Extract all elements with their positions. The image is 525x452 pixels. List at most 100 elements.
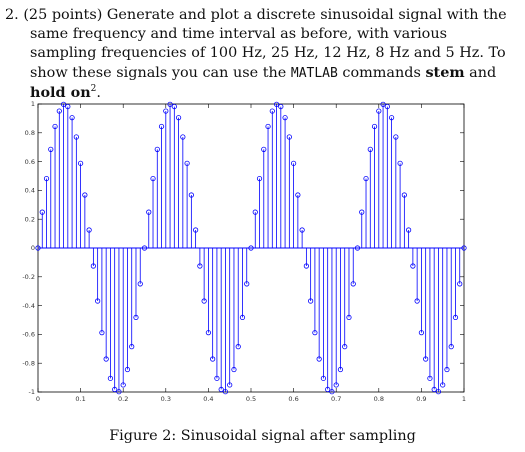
stem-marker — [444, 366, 450, 373]
stem-marker — [214, 375, 220, 381]
figure-caption: Figure 2: Sinusoidal signal after sampli… — [109, 428, 416, 444]
stem-marker — [329, 389, 335, 395]
stem-marker — [141, 245, 148, 251]
stem-marker — [95, 298, 101, 304]
stem-marker — [73, 134, 79, 140]
stem-marker — [427, 375, 433, 381]
stem-marker — [431, 386, 437, 393]
stem-marker — [371, 123, 378, 130]
stem-marker — [320, 375, 327, 381]
x-tick-label: 0.8 — [374, 395, 384, 403]
stem-marker — [452, 314, 459, 321]
x-tick-label: 0.6 — [288, 395, 298, 403]
stem-marker — [337, 366, 344, 373]
stem-marker — [457, 281, 463, 287]
stem-marker — [65, 103, 71, 110]
stem-marker — [406, 227, 412, 233]
stem-marker — [171, 103, 177, 110]
x-tick-label: 1 — [462, 395, 466, 403]
stem-marker — [133, 314, 139, 321]
stem-marker — [158, 123, 165, 130]
stem-marker — [43, 175, 50, 182]
stem-marker — [414, 298, 420, 304]
problem-text-end: . — [96, 85, 101, 101]
stem-marker — [367, 146, 373, 152]
stem-marker — [124, 366, 131, 373]
stem-marker — [154, 146, 160, 152]
stem-marker — [210, 356, 216, 362]
stem-marker — [175, 115, 182, 121]
stem-marker — [316, 356, 322, 362]
stem-marker — [256, 175, 263, 182]
stem-marker — [201, 298, 207, 304]
stem-marker — [116, 389, 122, 395]
stem-marker — [380, 101, 386, 107]
stem-marker — [227, 382, 233, 388]
problem-number: 2. — [5, 7, 19, 23]
stem-marker — [269, 108, 275, 114]
stem-marker — [231, 366, 237, 373]
problem-text-2: commands — [337, 65, 426, 81]
y-tick-label: -0.8 — [22, 359, 35, 367]
matlab-label: MATLAB — [290, 66, 338, 81]
stem-marker — [112, 386, 118, 393]
stem-marker — [282, 115, 288, 121]
stem-marker — [410, 263, 416, 269]
stem-marker — [120, 382, 126, 388]
stem-marker — [78, 160, 84, 166]
stem-marker — [248, 245, 254, 251]
stem-marker — [303, 263, 309, 269]
stem-marker — [397, 160, 403, 166]
stem-marker — [103, 356, 109, 362]
x-tick-label: 0.3 — [161, 395, 171, 403]
hold-on-command: hold on — [30, 84, 91, 101]
stem-marker — [342, 344, 348, 350]
stem-marker — [278, 103, 284, 110]
problem-statement: 2. (25 points) Generate and plot a discr… — [5, 6, 517, 103]
stem-marker — [435, 389, 442, 395]
x-tick-label: 0.2 — [118, 395, 128, 403]
stem-command: stem — [425, 64, 465, 81]
stem-marker — [107, 375, 114, 381]
stem-marker — [265, 123, 271, 130]
stem-marker — [86, 227, 92, 233]
stem-marker — [205, 330, 211, 336]
x-tick-label: 0.7 — [331, 395, 341, 403]
stem-marker — [69, 115, 75, 121]
x-tick-label: 0.5 — [246, 395, 256, 403]
stem-marker — [137, 281, 143, 287]
stem-marker — [363, 175, 369, 182]
stem-marker — [299, 227, 305, 233]
stem-marker — [235, 344, 241, 350]
stem-marker — [150, 175, 156, 182]
x-tick-label: 0.9 — [416, 395, 426, 403]
stem-marker — [180, 134, 186, 140]
footnote-mark: 2 — [90, 84, 97, 95]
stem-marker — [295, 192, 301, 198]
stem-marker — [423, 356, 429, 362]
stem-marker — [129, 344, 135, 350]
y-tick-label: -0.4 — [22, 302, 35, 310]
stem-marker — [388, 115, 395, 121]
y-tick-label: 1 — [31, 100, 35, 108]
stem-marker — [384, 103, 390, 110]
stem-marker — [346, 314, 352, 321]
y-tick-label: -0.2 — [22, 273, 35, 281]
y-tick-label: 0.8 — [25, 129, 35, 137]
stem-marker — [290, 160, 297, 166]
stem-marker — [461, 245, 467, 251]
y-tick-label: 0.4 — [25, 187, 35, 195]
stem-marker — [188, 192, 194, 198]
x-tick-label: 0 — [36, 395, 40, 403]
y-tick-label: -0.6 — [22, 331, 35, 339]
stem-marker — [218, 386, 224, 393]
y-tick-label: 0.2 — [25, 215, 35, 223]
problem-text-1: Generate and plot a discrete sinusoidal … — [30, 7, 507, 81]
stem-marker — [308, 298, 314, 304]
stem-marker — [252, 209, 258, 215]
stem-marker — [90, 263, 96, 269]
stem-marker — [52, 123, 58, 130]
stem-marker — [60, 101, 67, 107]
stem-marker — [312, 330, 318, 336]
